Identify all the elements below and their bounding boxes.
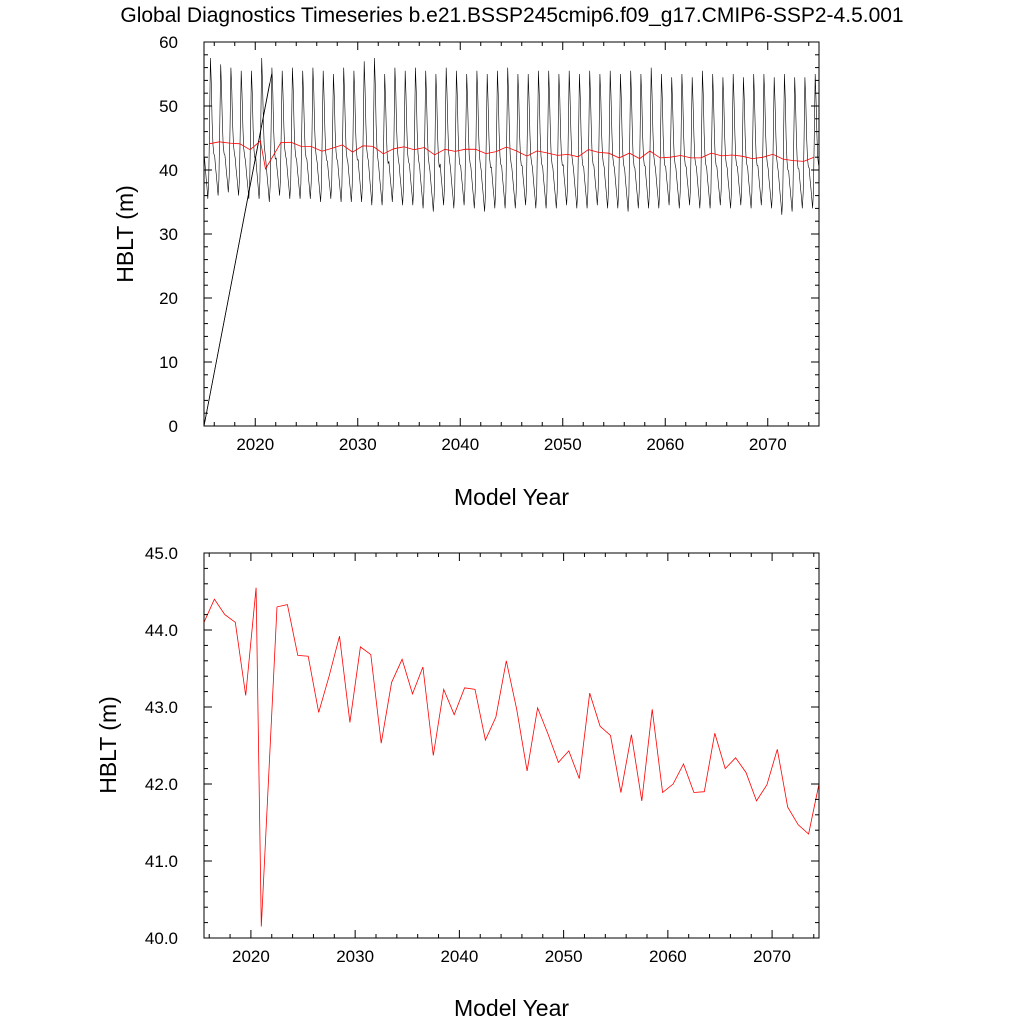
y-tick-label: 41.0	[145, 852, 178, 871]
top-y-axis-label: HBLT (m)	[112, 185, 138, 283]
x-tick-label: 2030	[339, 435, 377, 454]
x-tick-label: 2050	[545, 947, 583, 966]
x-tick-label: 2040	[441, 435, 479, 454]
y-tick-label: 0	[169, 417, 178, 436]
x-tick-label: 2070	[753, 947, 791, 966]
bottom-plot-frame	[203, 552, 820, 939]
bottom-y-axis-label: HBLT (m)	[95, 696, 121, 794]
chart-title: Global Diagnostics Timeseries b.e21.BSSP…	[120, 4, 903, 27]
bottom-series-layer	[203, 587, 820, 927]
y-tick-label: 20	[159, 289, 178, 308]
x-tick-label: 2030	[336, 947, 374, 966]
annual-mean-line	[203, 587, 820, 927]
y-tick-label: 40.0	[145, 929, 178, 948]
monthly-artifact-line	[203, 83, 270, 427]
monthly-line	[204, 57, 819, 215]
x-tick-label: 2040	[440, 947, 478, 966]
y-tick-label: 45.0	[145, 544, 178, 563]
top-annual-mean-line	[209, 140, 815, 171]
y-tick-label: 10	[159, 353, 178, 372]
top-x-axis-label: Model Year	[454, 484, 569, 510]
y-tick-label: 50	[159, 97, 178, 116]
x-tick-label: 2020	[236, 435, 274, 454]
x-tick-label: 2020	[232, 947, 270, 966]
y-tick-label: 43.0	[145, 698, 178, 717]
y-tick-label: 60	[159, 33, 178, 52]
x-tick-label: 2060	[649, 947, 687, 966]
bottom-axes-layer: 2020 2030 2040 2050 2060 2070 40.0 41.0 42.0 43.0…	[145, 544, 819, 966]
y-tick-label: 44.0	[145, 621, 178, 640]
y-tick-label: 30	[159, 225, 178, 244]
x-tick-label: 2050	[544, 435, 582, 454]
y-tick-label: 40	[159, 161, 178, 180]
x-tick-label: 2060	[646, 435, 684, 454]
top-plot-frame	[203, 41, 820, 427]
x-tick-label: 2070	[749, 435, 787, 454]
top-series-layer	[203, 57, 819, 427]
bottom-x-axis-label: Model Year	[454, 995, 569, 1021]
y-tick-label: 42.0	[145, 775, 178, 794]
bottom-panel: 2020 2030 2040 2050 2060 2070 40.0 41.0 42.0 43.0…	[95, 544, 820, 1021]
